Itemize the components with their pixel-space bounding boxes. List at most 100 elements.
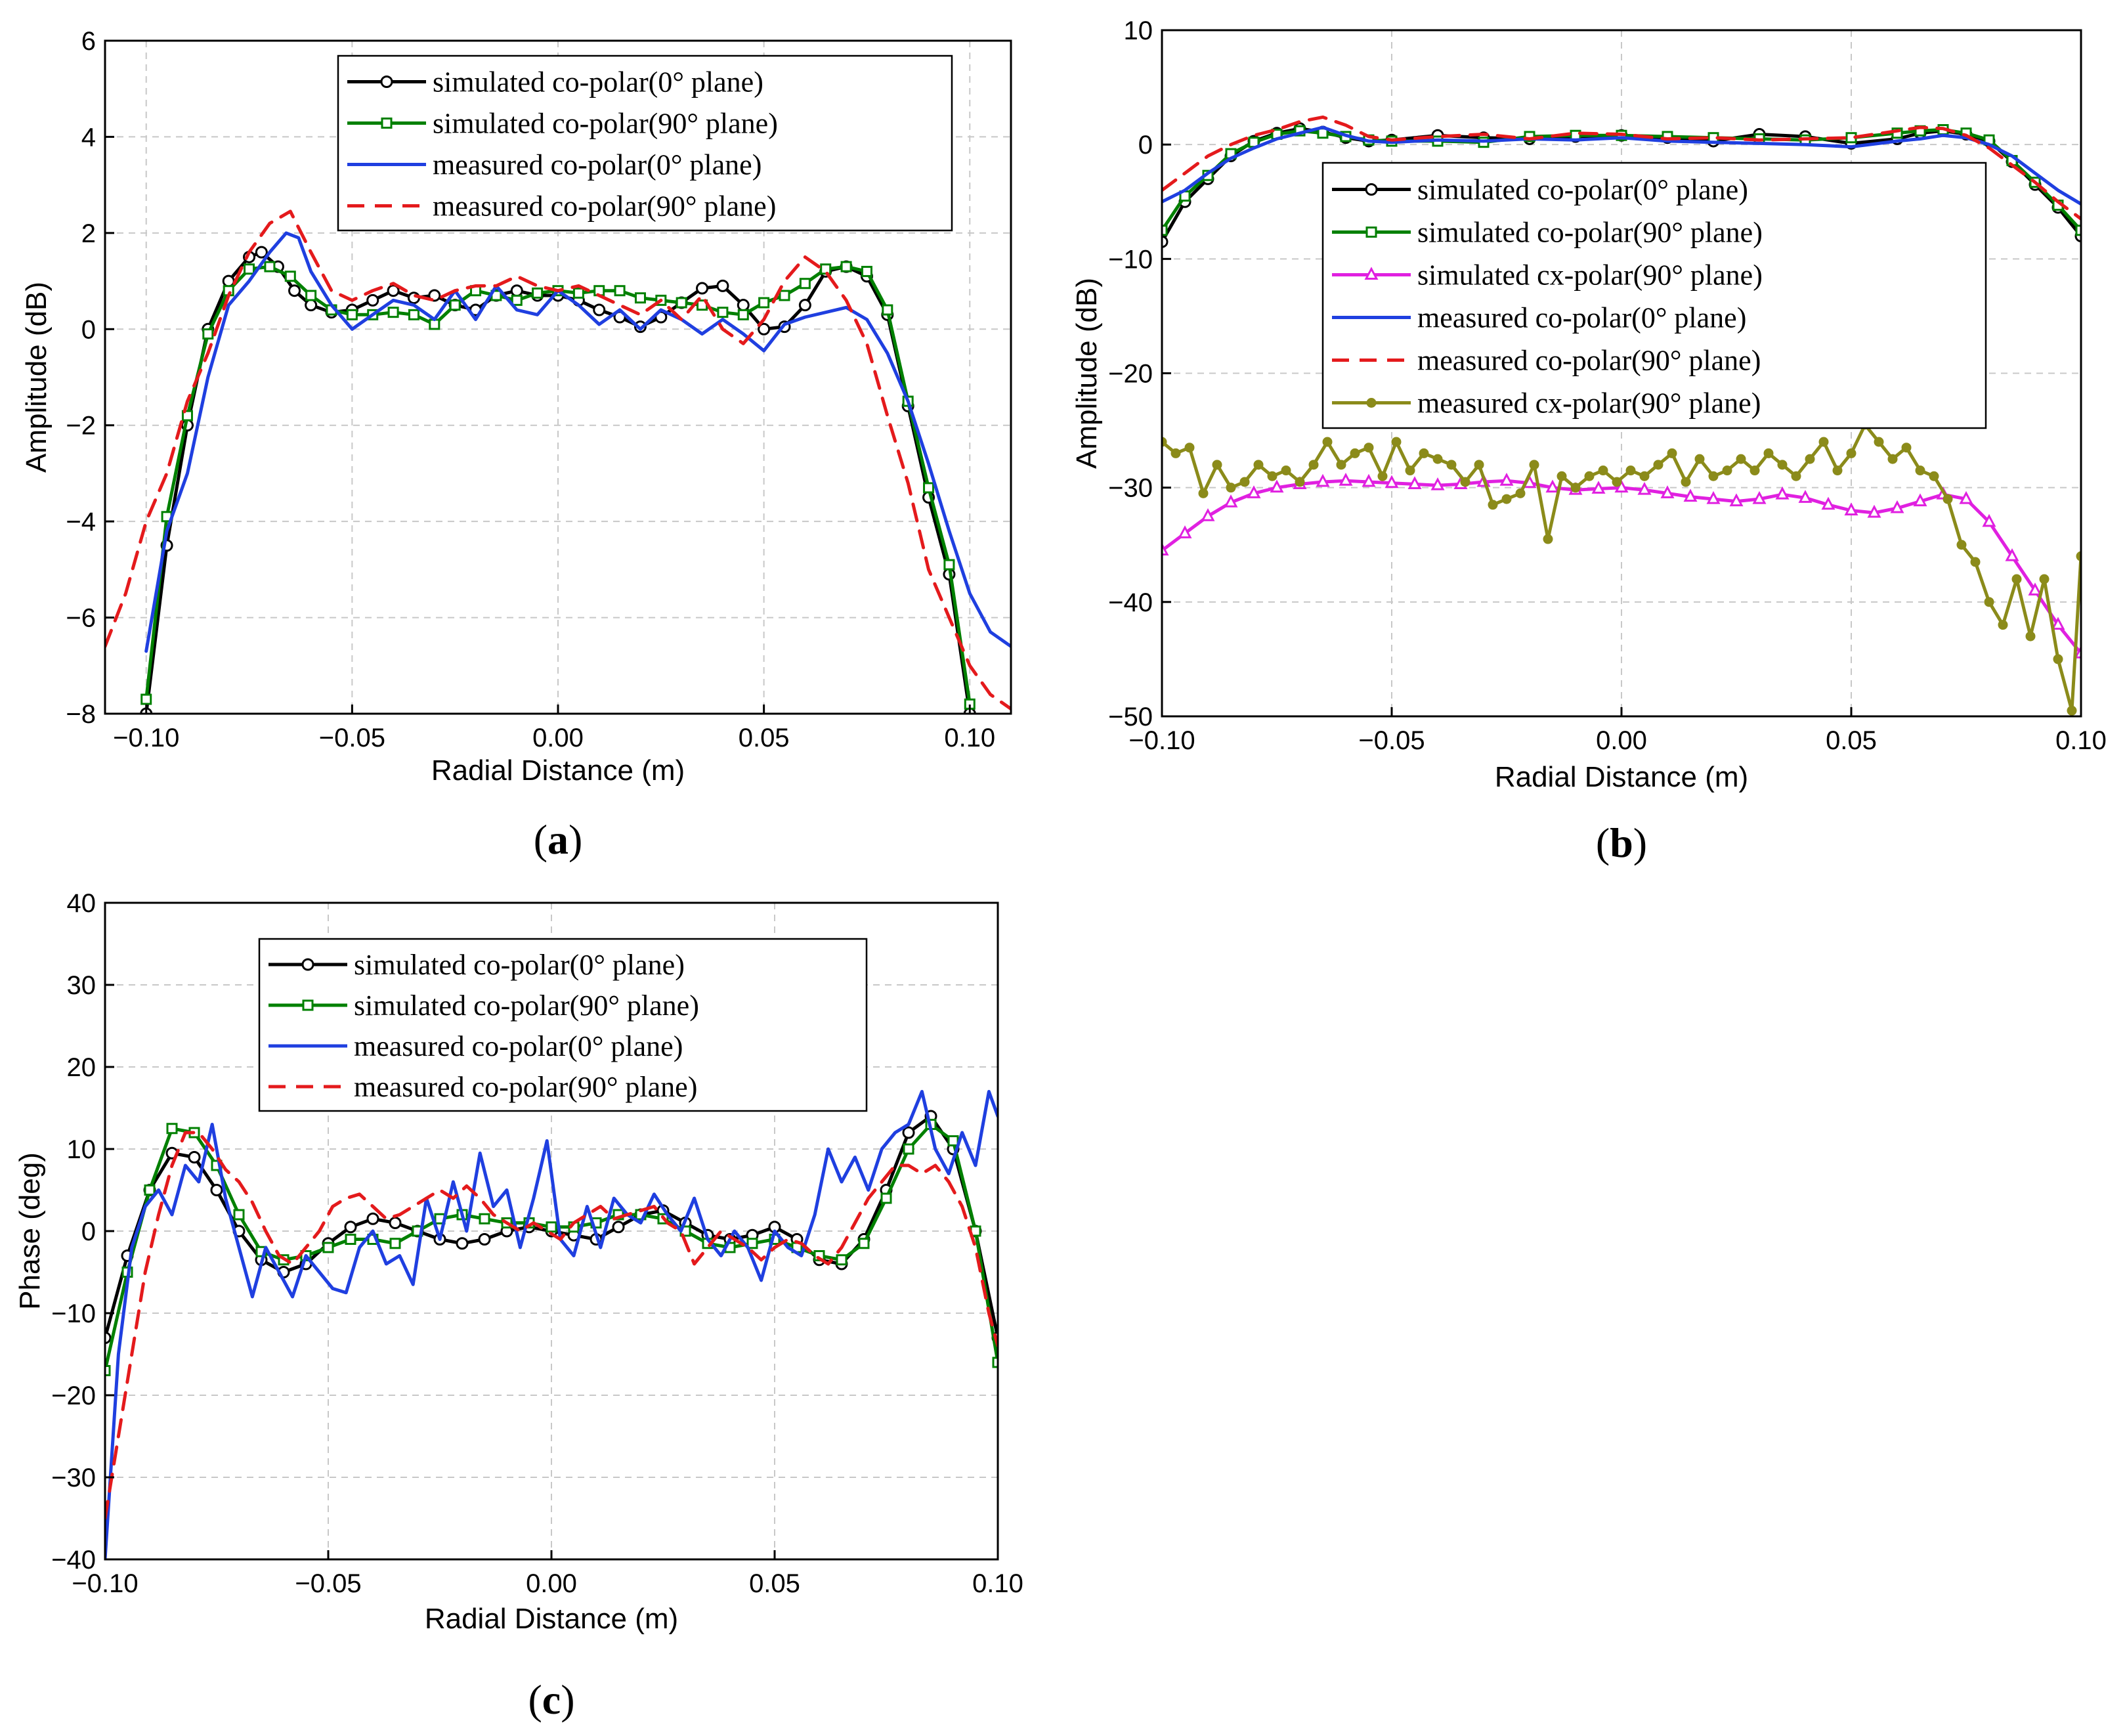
caption-letter: c [542, 1676, 561, 1723]
series-point-b-2 [1316, 473, 1330, 487]
series-line-a-2 [144, 231, 1011, 653]
legend-label-0: simulated co-polar(0° plane) [354, 949, 685, 981]
legend-marker-0 [380, 76, 393, 88]
series-point-b-5 [1198, 488, 1209, 498]
series-point-b-1 [1162, 225, 1168, 236]
y-tick-label: −30 [1108, 474, 1153, 503]
series-point-a-1 [717, 307, 729, 318]
legend-marker-2 [1364, 267, 1379, 280]
legend: simulated co-polar(0° plane) simulated co… [337, 54, 953, 232]
series-point-b-5 [1874, 437, 1884, 447]
series-point-b-5 [1432, 454, 1443, 464]
y-tick-label: −40 [51, 1546, 96, 1574]
series-point-a-0 [510, 284, 523, 297]
legend-label-4: measured co-polar(90° plane) [1417, 345, 1761, 377]
series-point-a-0 [716, 279, 729, 292]
series-point-b-2 [1591, 481, 1606, 494]
series-line-a-1 [144, 265, 972, 706]
y-tick-label: −4 [66, 508, 96, 536]
series-point-b-2 [1959, 490, 1973, 504]
series-point-c-0 [188, 1151, 201, 1163]
series-point-c-1 [746, 1238, 758, 1249]
series-point-a-1 [799, 278, 811, 290]
series-point-b-2 [1178, 525, 1192, 538]
series-point-b-2 [1775, 486, 1790, 500]
series-point-b-2 [1545, 479, 1560, 493]
series-point-b-2 [2074, 645, 2081, 659]
series-point-b-2 [1499, 473, 1514, 486]
x-axis-title: Radial Distance (m) [425, 1603, 678, 1635]
chart-b: −0.10 −0.05 0.00 0.05 0.10 −50 −40 −30 −20 −10 0 10… [1071, 16, 2107, 866]
x-tick-label: 0.10 [2055, 726, 2107, 755]
series-point-b-2 [1844, 502, 1858, 515]
caption-close: ) [569, 816, 582, 863]
series-point-b-2 [1982, 513, 1996, 527]
series-point-b-2 [2005, 548, 2019, 561]
series-point-b-5 [1295, 477, 1305, 487]
series-point-a-1 [181, 410, 193, 422]
series-point-b-5 [1749, 466, 1760, 476]
series-point-a-1 [387, 307, 399, 318]
series-point-a-1 [140, 693, 152, 705]
series-point-a-1 [943, 559, 955, 571]
y-tick-label: −2 [66, 412, 96, 441]
series-point-c-1 [144, 1184, 156, 1196]
series-point-b-2 [1637, 481, 1652, 495]
series-point-b-2 [2028, 582, 2042, 596]
series-point-a-1 [449, 299, 461, 311]
legend-label-2: measured co-polar(0° plane) [433, 149, 762, 181]
series-point-a-1 [408, 309, 419, 320]
series-point-b-5 [1736, 454, 1746, 464]
series-point-b-5 [1281, 466, 1291, 476]
series-point-b-5 [1956, 540, 1967, 550]
chart-a: −0.10 −0.05 0.00 0.05 0.10 −8 −6 −4 −2 0 2 4 6 Radial… [20, 27, 1012, 863]
legend: simulated co-polar(0° plane) simulated co… [258, 938, 868, 1112]
legend-label-3: measured co-polar(90° plane) [433, 190, 776, 223]
series-point-b-5 [1791, 471, 1801, 481]
series-group [105, 1090, 998, 1559]
series-point-b-5 [1943, 494, 1953, 504]
series-point-b-5 [1570, 483, 1581, 493]
series-point-b-5 [1681, 477, 1691, 487]
legend-label-0: simulated co-polar(0° plane) [433, 66, 763, 98]
series-point-a-1 [346, 309, 358, 320]
y-tick-label: 0 [81, 315, 96, 344]
y-tick-label: −8 [66, 700, 96, 729]
series-point-c-1 [389, 1238, 401, 1249]
series-point-b-5 [1474, 460, 1484, 470]
series-point-b-5 [1887, 454, 1898, 464]
series-line-c-2 [105, 1090, 998, 1559]
panel-caption: (a) [534, 816, 583, 863]
series-point-b-5 [1212, 460, 1222, 470]
legend-box [337, 54, 953, 232]
series-point-b-5 [1584, 471, 1595, 481]
series-point-a-1 [737, 309, 749, 320]
series-point-a-0 [387, 284, 400, 297]
x-tick-label: 0.05 [749, 1569, 800, 1598]
series-point-c-1 [880, 1192, 892, 1204]
legend-label-2: simulated cx-polar(90° plane) [1417, 259, 1763, 292]
series-point-a-1 [861, 265, 872, 277]
series-point-a-1 [820, 263, 832, 275]
x-tick-label: 0.10 [944, 724, 995, 752]
series-point-a-1 [511, 294, 523, 306]
y-tick-label: 20 [67, 1053, 97, 1082]
series-point-b-5 [1694, 454, 1705, 464]
series-point-b-2 [1384, 475, 1399, 488]
series-point-a-0 [305, 299, 318, 312]
series-point-b-2 [1339, 473, 1353, 486]
series-point-b-5 [1515, 488, 1526, 498]
y-tick-label: −10 [51, 1299, 96, 1328]
legend-box [1321, 162, 1987, 429]
series-point-b-2 [1798, 490, 1813, 503]
y-tick-label: 10 [67, 1135, 97, 1164]
series-point-b-5 [1777, 460, 1788, 470]
series-point-b-2 [1729, 493, 1744, 507]
series-point-a-1 [634, 292, 646, 304]
series-point-b-2 [1407, 476, 1422, 489]
panel-caption: (c) [528, 1676, 574, 1723]
series-point-a-0 [288, 284, 301, 297]
x-tick-label: −0.10 [72, 1569, 138, 1598]
series-point-b-5 [1336, 460, 1346, 470]
series-point-b-5 [1612, 477, 1622, 487]
